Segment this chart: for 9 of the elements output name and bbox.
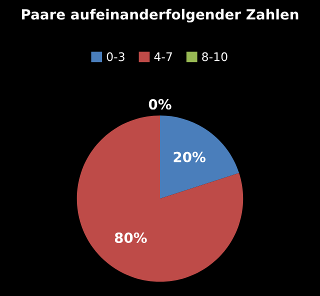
data-label: 20% — [174, 152, 206, 162]
legend-label: 8-10 — [202, 52, 228, 62]
pie-slice — [76, 116, 244, 282]
pie-slice — [160, 116, 240, 199]
text: 0% — [148, 99, 172, 110]
chart-title: Paare aufeinanderfolgender Zahlen — [22, 8, 298, 22]
legend-label: 4-7 — [154, 52, 172, 62]
data-label: 80% — [114, 232, 147, 244]
legend-label: 0-3 — [106, 52, 124, 62]
